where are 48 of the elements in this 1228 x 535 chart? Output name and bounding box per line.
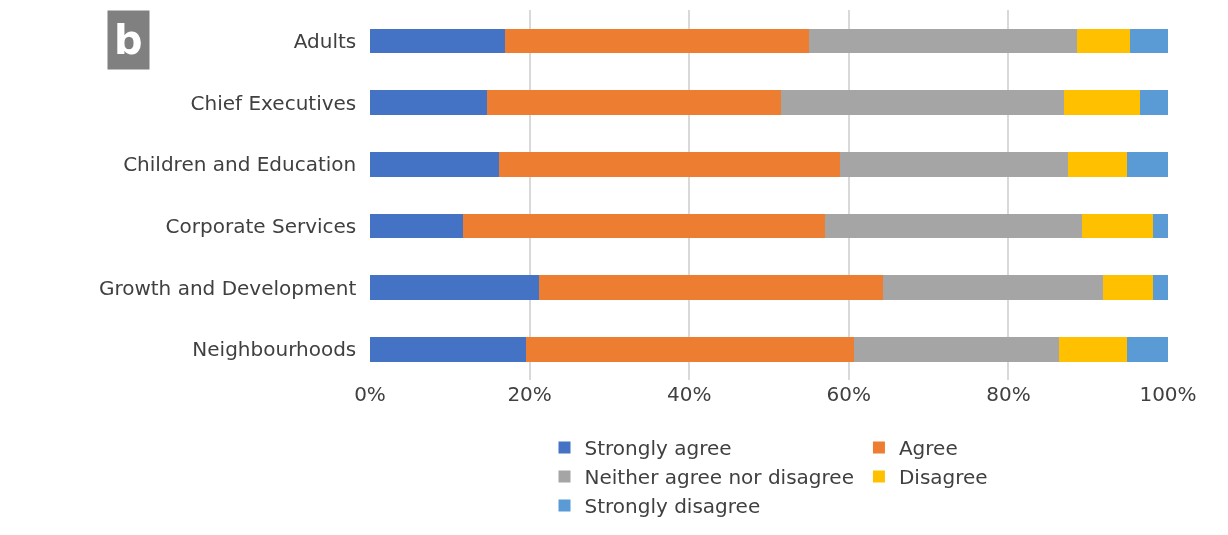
x-tick-label: 20% — [507, 382, 552, 406]
bar — [780, 90, 1065, 115]
x-tick-label: 40% — [666, 382, 712, 406]
bar — [1129, 28, 1168, 54]
bar — [486, 90, 781, 115]
bar — [499, 151, 841, 177]
legend-label: Disagree — [898, 465, 988, 490]
bar — [1102, 275, 1153, 300]
bar — [808, 28, 1078, 54]
bar — [1081, 213, 1153, 239]
bar — [853, 336, 1059, 362]
y-tick-label: Chief Executives — [190, 90, 369, 115]
bar — [370, 90, 487, 115]
x-tick-label: 100% — [1139, 382, 1197, 406]
bar — [1152, 213, 1168, 239]
legend-label: Agree — [898, 436, 958, 461]
x-tick-label: 80% — [986, 382, 1031, 406]
y-tick-label: Children and Education — [123, 152, 369, 177]
x-tick-label: 0% — [354, 382, 386, 406]
bar — [539, 275, 884, 300]
bar — [370, 275, 540, 300]
y-tick-label: Neighbourhoods — [192, 337, 369, 362]
bar — [1058, 336, 1127, 362]
bar — [370, 213, 464, 239]
y-tick-label: Growth and Development — [98, 275, 369, 300]
text: b — [114, 17, 143, 63]
bar — [1152, 275, 1168, 300]
bar — [1127, 151, 1168, 177]
bar — [824, 213, 1082, 239]
bar — [370, 151, 500, 177]
bar — [463, 213, 825, 239]
bar — [370, 28, 505, 54]
y-tick-label: Adults — [293, 28, 369, 53]
legend-label: Neither agree nor disagree — [584, 465, 854, 490]
legend-label: Strongly agree — [584, 436, 732, 461]
bar — [1126, 336, 1168, 362]
bar — [1077, 28, 1130, 54]
legend-label: Strongly disagree — [584, 494, 761, 519]
bar — [1064, 90, 1141, 115]
bar — [1068, 151, 1128, 177]
bar — [370, 336, 526, 362]
x-tick-label: 60% — [826, 382, 872, 406]
bar — [840, 151, 1069, 177]
bar — [883, 275, 1103, 300]
bar — [525, 336, 854, 362]
bar — [1140, 90, 1168, 115]
bar — [504, 28, 809, 54]
y-tick-label: Corporate Services — [165, 213, 369, 238]
